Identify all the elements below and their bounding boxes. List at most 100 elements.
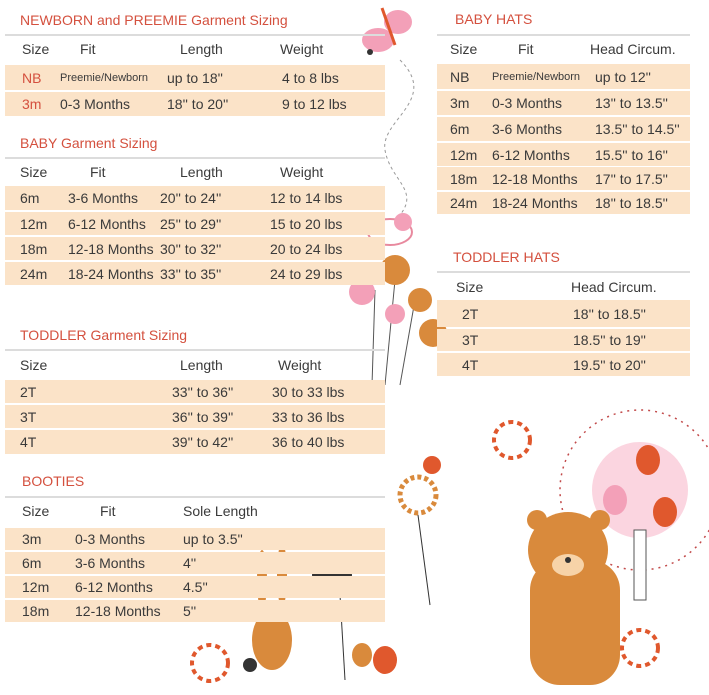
size-cell: 4T: [20, 434, 37, 450]
size-cell: 2T: [462, 305, 479, 322]
table-row: 24m 18-24 Months 18'' to 18.5'': [437, 192, 690, 214]
value-cell: 6-12 Months: [75, 579, 153, 595]
value-cell: 30 to 33 lbs: [272, 383, 345, 400]
value-cell: Preemie/Newborn: [60, 71, 149, 84]
value-cell: 0-3 Months: [60, 96, 131, 112]
table-row: 18m 12-18 Months 5'': [5, 600, 385, 622]
value-cell: 33 to 36 lbs: [272, 408, 345, 425]
sun-tree-icon: [559, 409, 709, 601]
value-cell: up to 12'': [595, 68, 651, 85]
baby-title: BABY Garment Sizing: [20, 135, 158, 151]
value-cell: 5'': [183, 603, 197, 619]
column-header: Length: [180, 41, 223, 57]
value-cell: 36'' to 39'': [172, 408, 234, 425]
divider: [5, 34, 385, 36]
value-cell: Preemie/Newborn: [492, 70, 581, 83]
value-cell: 15 to 20 lbs: [270, 215, 343, 232]
value-cell: 17'' to 17.5'': [595, 170, 668, 187]
size-cell: 24m: [20, 265, 48, 282]
table-row: 2T 18'' to 18.5'': [437, 300, 690, 327]
column-header: Size: [20, 357, 48, 373]
table-row: 6m 3-6 Months 4'': [5, 552, 385, 574]
size-cell: 6m: [22, 555, 42, 571]
size-cell: 3m: [22, 531, 42, 547]
size-cell: 3m: [22, 96, 42, 112]
divider: [5, 496, 385, 498]
value-cell: 18-24 Months: [68, 265, 154, 282]
size-cell: 3T: [462, 332, 479, 348]
table-row: 2T 33'' to 36'' 30 to 33 lbs: [5, 380, 385, 403]
value-cell: 20 to 24 lbs: [270, 240, 343, 257]
table-row: 3m 0-3 Months 18'' to 20'' 9 to 12 lbs: [5, 92, 385, 116]
divider: [437, 34, 690, 36]
value-cell: 33'' to 35'': [160, 265, 222, 282]
size-cell: 12m: [20, 215, 48, 232]
value-cell: 4 to 8 lbs: [282, 69, 339, 86]
bear-icon: [527, 510, 620, 685]
table-row: 12m 6-12 Months 15.5'' to 16'': [437, 143, 690, 166]
value-cell: 15.5'' to 16'': [595, 146, 668, 163]
value-cell: 3-6 Months: [68, 190, 139, 206]
table-row: 3m 0-3 Months 13'' to 13.5'': [437, 91, 690, 115]
value-cell: 18-24 Months: [492, 195, 578, 211]
table-row: 3m 0-3 Months up to 3.5'': [5, 528, 385, 550]
column-header: Weight: [280, 41, 324, 57]
baby-hats-title: BABY HATS: [455, 11, 533, 27]
value-cell: 39'' to 42'': [172, 434, 234, 450]
size-cell: 3m: [450, 95, 470, 111]
value-cell: 0-3 Months: [75, 531, 146, 547]
value-cell: 24 to 29 lbs: [270, 265, 343, 282]
value-cell: 18'' to 20'': [167, 96, 229, 112]
value-cell: 6-12 Months: [68, 215, 146, 232]
column-header: Fit: [100, 503, 116, 519]
value-cell: 12-18 Months: [492, 170, 578, 187]
column-header: Head Circum.: [590, 41, 676, 57]
toddler-hats-title: TODDLER HATS: [453, 249, 560, 265]
value-cell: 30'' to 32'': [160, 240, 222, 257]
table-row: 24m 18-24 Months 33'' to 35'' 24 to 29 lbs: [5, 262, 385, 285]
value-cell: 0-3 Months: [492, 95, 563, 111]
column-header: Length: [180, 164, 223, 180]
size-cell: 24m: [450, 195, 478, 211]
table-row: 3T 36'' to 39'' 33 to 36 lbs: [5, 405, 385, 428]
column-header: Weight: [278, 357, 322, 373]
newborn-title: NEWBORN and PREEMIE Garment Sizing: [20, 12, 288, 28]
column-header: Size: [22, 503, 50, 519]
column-header: Size: [456, 279, 484, 295]
booties-title: BOOTIES: [22, 473, 85, 489]
column-header: Length: [180, 357, 223, 373]
table-row: 6m 3-6 Months 13.5'' to 14.5'': [437, 117, 690, 141]
table-row: 4T 19.5'' to 20'': [437, 353, 690, 376]
value-cell: 18'' to 18.5'': [595, 195, 668, 211]
column-header: Fit: [80, 41, 96, 57]
value-cell: 12-18 Months: [75, 603, 161, 619]
value-cell: 19.5'' to 20'': [573, 356, 646, 373]
value-cell: 13.5'' to 14.5'': [595, 121, 680, 137]
column-header: Fit: [518, 41, 534, 57]
value-cell: 4.5'': [183, 579, 208, 595]
size-cell: 6m: [20, 190, 40, 206]
table-row: 4T 39'' to 42'' 36 to 40 lbs: [5, 430, 385, 454]
value-cell: 6-12 Months: [492, 146, 570, 163]
table-row: 12m 6-12 Months 4.5'': [5, 576, 385, 598]
butterfly-icon: [362, 7, 412, 55]
table-row: 18m 12-18 Months 30'' to 32'' 20 to 24 lbs: [5, 237, 385, 260]
value-cell: 36 to 40 lbs: [272, 434, 345, 450]
size-cell: 3T: [20, 408, 37, 425]
divider: [437, 271, 690, 273]
column-header: Weight: [280, 164, 324, 180]
value-cell: 13'' to 13.5'': [595, 95, 668, 111]
value-cell: 4'': [183, 555, 197, 571]
column-header: Size: [20, 164, 48, 180]
table-row: 6m 3-6 Months 20'' to 24'' 12 to 14 lbs: [5, 186, 385, 210]
size-cell: 18m: [20, 240, 48, 257]
value-cell: up to 18'': [167, 69, 223, 86]
column-header: Sole Length: [183, 503, 258, 519]
size-cell: NB: [22, 69, 42, 86]
value-cell: 3-6 Months: [75, 555, 146, 571]
daisy-icon: [190, 420, 660, 683]
value-cell: 12-18 Months: [68, 240, 154, 257]
column-header: Head Circum.: [571, 279, 657, 295]
table-row: NB Preemie/Newborn up to 12'': [437, 64, 690, 89]
